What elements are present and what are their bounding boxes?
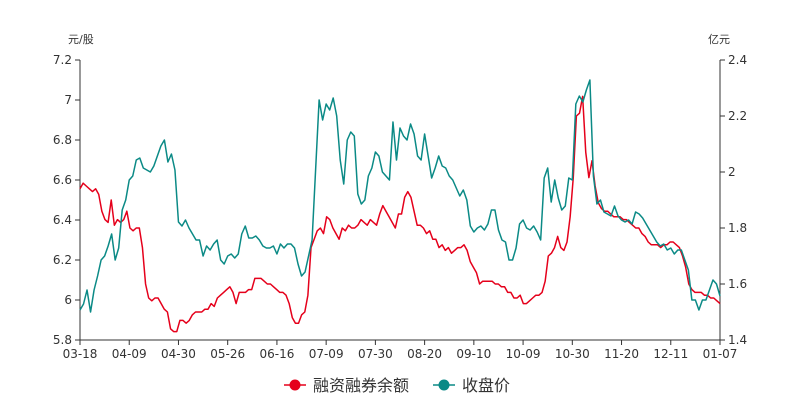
axes-group: 5.8 6 6.2 6.4 6.6 6.8 7 7.2 1.4 1.6 1.8 2 2.2 2.4 03-1… bbox=[53, 53, 747, 361]
right-axis-tick-label: 2 bbox=[728, 165, 736, 179]
right-axis-tick-label: 1.4 bbox=[728, 333, 747, 347]
x-axis-tick-label: 07-30 bbox=[358, 347, 393, 361]
x-axis-tick-label: 10-30 bbox=[555, 347, 590, 361]
x-axis-tick-label: 04-30 bbox=[161, 347, 196, 361]
left-axis-tick-label: 6.6 bbox=[53, 173, 72, 187]
x-axis-tick-label: 08-20 bbox=[407, 347, 442, 361]
x-axis-tick-label: 04-09 bbox=[112, 347, 147, 361]
x-axis-tick-label: 03-18 bbox=[63, 347, 98, 361]
x-axis-tick-label: 06-16 bbox=[259, 347, 294, 361]
left-axis-tick-label: 6.8 bbox=[53, 133, 72, 147]
x-axis-tick-label: 11-20 bbox=[604, 347, 639, 361]
left-axis-unit-label: 元/股 bbox=[68, 33, 94, 46]
x-axis-tick-label: 10-09 bbox=[506, 347, 541, 361]
series-line-close-price[interactable] bbox=[79, 79, 721, 313]
x-axis-tick-label: 12-11 bbox=[653, 347, 688, 361]
legend-label-margin-balance: 融资融券余额 bbox=[313, 376, 409, 395]
x-axis-tick-label: 07-09 bbox=[309, 347, 344, 361]
right-axis-tick-label: 1.6 bbox=[728, 277, 747, 291]
right-axis-tick-label: 2.4 bbox=[728, 53, 747, 67]
left-axis-tick-label: 7.2 bbox=[53, 53, 72, 67]
right-axis-unit-label: 亿元 bbox=[708, 33, 730, 46]
legend[interactable]: 融资融券余额 收盘价 bbox=[284, 376, 510, 395]
series-line-margin-balance[interactable] bbox=[79, 95, 721, 333]
left-axis-tick-label: 5.8 bbox=[53, 333, 72, 347]
legend-marker-close-price bbox=[438, 379, 450, 391]
right-axis-tick-label: 2.2 bbox=[728, 109, 747, 123]
left-axis-tick-label: 6.2 bbox=[53, 253, 72, 267]
series-group bbox=[79, 79, 721, 333]
left-axis-tick-label: 6.4 bbox=[53, 213, 72, 227]
right-axis-tick-label: 1.8 bbox=[728, 221, 747, 235]
left-axis-tick-label: 6 bbox=[64, 293, 72, 307]
x-axis-tick-label: 01-07 bbox=[703, 347, 738, 361]
x-axis-tick-label: 09-10 bbox=[456, 347, 491, 361]
legend-item-margin-balance[interactable]: 融资融券余额 bbox=[284, 376, 409, 395]
legend-marker-margin-balance bbox=[289, 379, 301, 391]
left-axis-tick-label: 7 bbox=[64, 93, 72, 107]
x-axis-tick-label: 05-26 bbox=[210, 347, 245, 361]
legend-item-close-price[interactable]: 收盘价 bbox=[433, 376, 510, 395]
legend-label-close-price: 收盘价 bbox=[462, 376, 510, 395]
